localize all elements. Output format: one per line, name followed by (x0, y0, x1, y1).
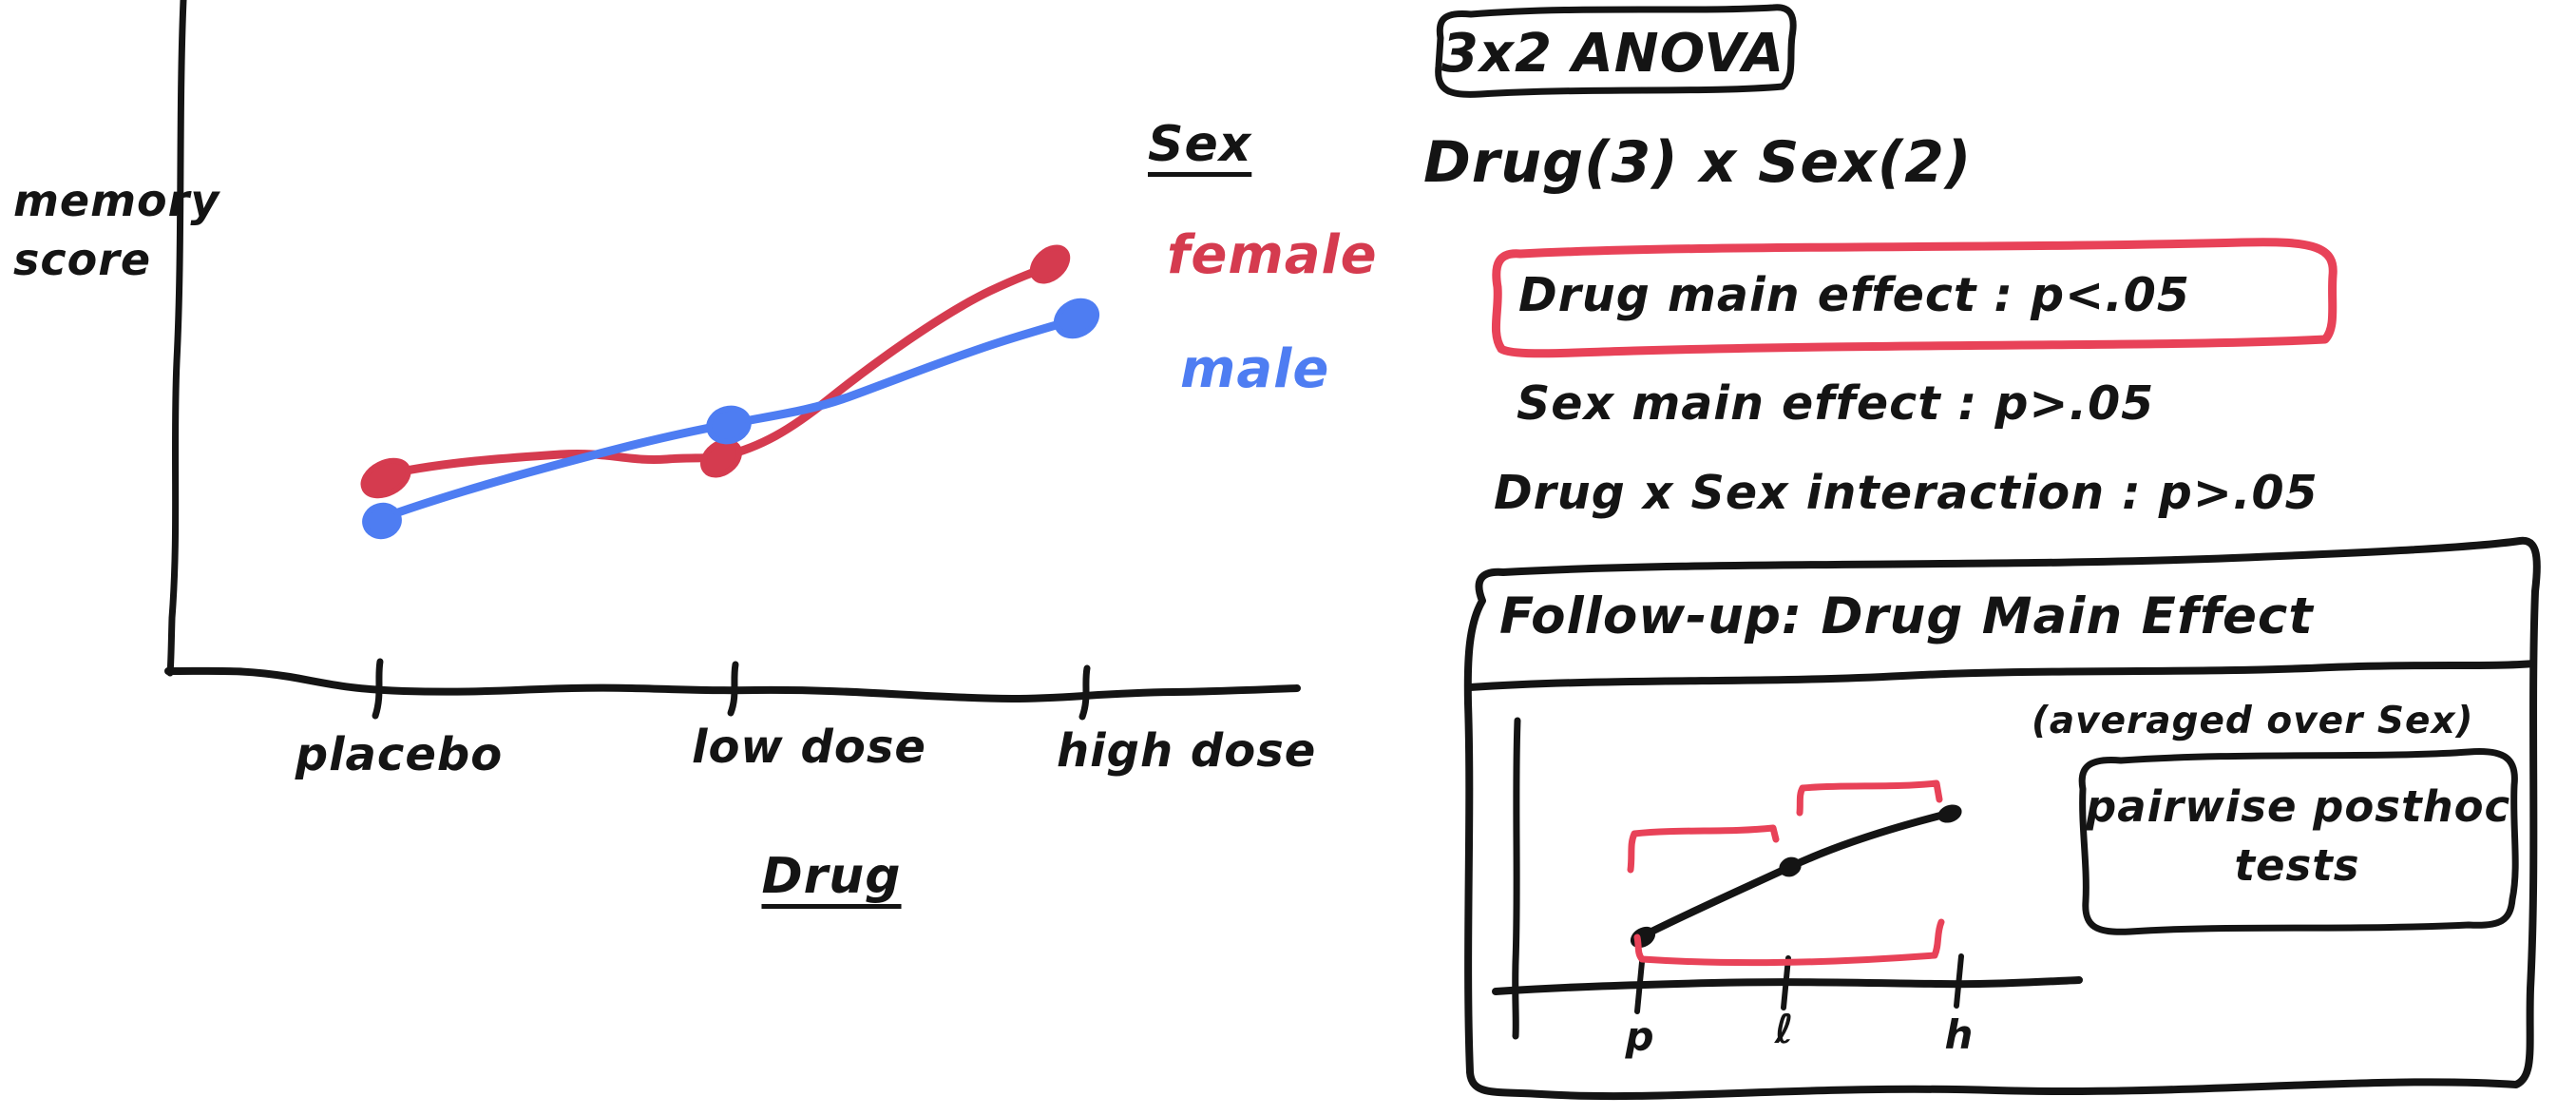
legend-title: Sex (1148, 116, 1251, 173)
followup-note: (averaged over Sex) (2032, 700, 2474, 742)
mini-tick-label-l: ℓ (1774, 1006, 1795, 1052)
mini-point-h (1937, 804, 1962, 823)
mini-tick-h (1954, 953, 1964, 1009)
legend-female-label: female (1167, 224, 1378, 286)
x-axis-label-text: Drug (761, 848, 902, 905)
result-interaction: Drug x Sex interaction : p>.05 (1494, 466, 2318, 520)
followup-header-divider (1466, 660, 2537, 691)
posthoc-bracket-p-h (1633, 918, 1945, 967)
posthoc-label-line2: tests (2234, 840, 2360, 891)
posthoc-label-line1: pairwise posthoc (2086, 781, 2511, 832)
posthoc-label-box (2078, 747, 2519, 935)
x-tick-label-placebo: placebo (295, 728, 504, 781)
mini-tick-label-p: p (1625, 1013, 1655, 1060)
legend-title-text: Sex (1148, 116, 1252, 173)
followup-header: Follow-up: Drug Main Effect (1499, 587, 2314, 645)
x-tick-label-highdose: high dose (1057, 724, 1317, 778)
female-point-placebo (360, 457, 411, 499)
main-y-axis (166, 0, 187, 677)
mini-point-l (1779, 856, 1802, 877)
main-chart-axes (164, 0, 1301, 721)
mini-y-axis (1512, 717, 1521, 1040)
tick-placebo (372, 658, 384, 720)
followup-outer-border (1463, 536, 2541, 1101)
anova-title-box (1435, 4, 1797, 98)
posthoc-label: pairwise posthoc tests (2086, 778, 2509, 895)
anova-title: 3x2 ANOVA (1441, 22, 1785, 85)
female-point-highdose (1029, 244, 1071, 284)
male-series (362, 298, 1100, 540)
y-axis-label-line2: score (13, 234, 152, 285)
mini-chart (1492, 717, 2083, 1040)
male-point-placebo (362, 502, 402, 540)
mini-tick-p (1634, 959, 1645, 1014)
female-series (360, 244, 1071, 499)
posthoc-bracket-p-l (1627, 824, 1780, 874)
male-line (377, 315, 1080, 523)
male-point-lowdose (706, 405, 752, 445)
posthoc-bracket-l-h (1796, 779, 1943, 817)
main-x-axis (164, 666, 1301, 702)
x-axis-label: Drug (751, 848, 912, 905)
y-axis-label-line1: memory (13, 175, 220, 226)
y-axis-label: memory score (13, 171, 219, 289)
mini-x-axis (1492, 976, 2083, 995)
legend-male-label: male (1180, 338, 1330, 400)
tick-highdose (1078, 664, 1091, 721)
drug-main-effect-highlight-box (1491, 238, 2337, 358)
mini-tick-label-h: h (1944, 1011, 1975, 1058)
anova-design: Drug(3) x Sex(2) (1423, 129, 1973, 196)
tick-lowdose (727, 661, 739, 717)
male-point-highdose (1053, 298, 1100, 339)
result-drug-main-effect: Drug main effect : p<.05 (1518, 268, 2190, 322)
mini-tick-l (1781, 955, 1791, 1010)
result-sex-main-effect: Sex main effect : p>.05 (1517, 376, 2155, 431)
x-tick-label-lowdose: low dose (692, 721, 926, 774)
followup-box (1463, 536, 2541, 1101)
female-point-lowdose (700, 438, 742, 478)
